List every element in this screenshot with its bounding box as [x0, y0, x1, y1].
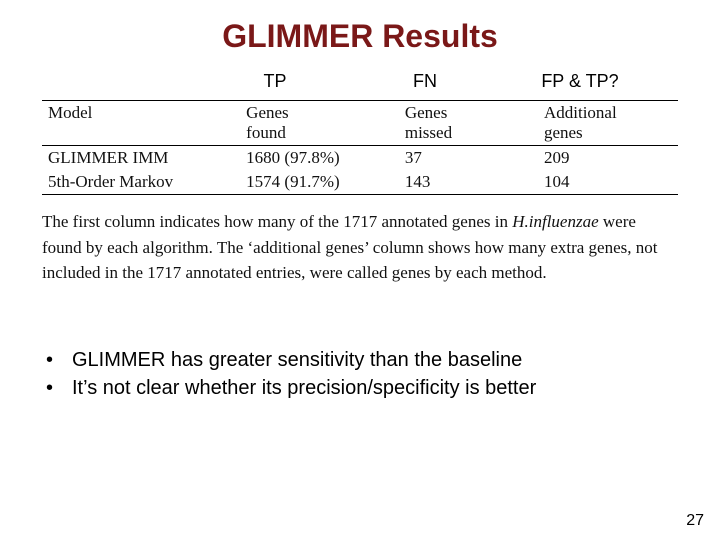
slide-title: GLIMMER Results [0, 0, 720, 65]
annot-fp: FP & TP? [500, 71, 660, 92]
header-model: Model [48, 103, 92, 122]
header-found-l1: Genes [246, 103, 288, 122]
col-found-header: Genes found [240, 101, 399, 146]
cell-found: 1574 (91.7%) [240, 170, 399, 195]
cell-found: 1680 (97.8%) [240, 146, 399, 171]
cell-additional: 104 [538, 170, 678, 195]
bullet-dot-icon: • [40, 374, 72, 402]
cell-missed: 143 [399, 170, 538, 195]
table-row: 5th-Order Markov 1574 (91.7%) 143 104 [42, 170, 678, 195]
header-found-l2: found [246, 123, 286, 142]
header-missed-l2: missed [405, 123, 452, 142]
results-table-wrap: Model Genes found Genes missed Additiona… [42, 100, 678, 195]
table-caption: The first column indicates how many of t… [42, 209, 678, 286]
cell-missed: 37 [399, 146, 538, 171]
annot-fn: FN [350, 71, 500, 92]
cell-model: 5th-Order Markov [42, 170, 240, 195]
table-row: GLIMMER IMM 1680 (97.8%) 37 209 [42, 146, 678, 171]
caption-part1: The first column indicates how many of t… [42, 212, 512, 231]
bullet-dot-icon: • [40, 346, 72, 374]
col-model-header: Model [42, 101, 240, 146]
annot-tp: TP [200, 71, 350, 92]
header-additional-l2: genes [544, 123, 583, 142]
page-number: 27 [686, 512, 704, 530]
table-header-row: Model Genes found Genes missed Additiona… [42, 101, 678, 146]
cell-additional: 209 [538, 146, 678, 171]
bullet-text: GLIMMER has greater sensitivity than the… [72, 346, 522, 374]
cell-model: GLIMMER IMM [42, 146, 240, 171]
slide: GLIMMER Results TP FN FP & TP? Model Gen… [0, 0, 720, 540]
header-additional-l1: Additional [544, 103, 617, 122]
annot-spacer [0, 71, 200, 92]
col-missed-header: Genes missed [399, 101, 538, 146]
results-table: Model Genes found Genes missed Additiona… [42, 100, 678, 195]
column-annotations: TP FN FP & TP? [0, 71, 720, 92]
col-additional-header: Additional genes [538, 101, 678, 146]
list-item: • GLIMMER has greater sensitivity than t… [40, 346, 680, 374]
bullet-text: It’s not clear whether its precision/spe… [72, 374, 536, 402]
header-missed-l1: Genes [405, 103, 447, 122]
caption-italic: H.influenzae [512, 212, 598, 231]
list-item: • It’s not clear whether its precision/s… [40, 374, 680, 402]
bullet-list: • GLIMMER has greater sensitivity than t… [40, 346, 680, 402]
